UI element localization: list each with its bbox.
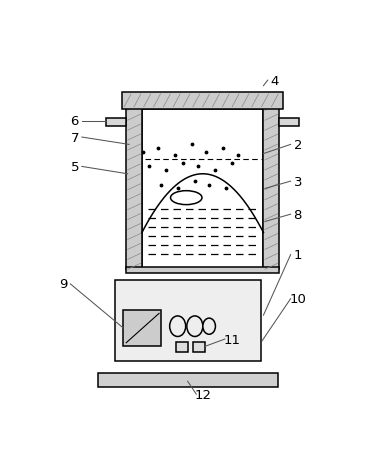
Text: 1: 1 xyxy=(293,248,302,261)
Text: 4: 4 xyxy=(271,74,279,88)
Bar xyxy=(97,373,278,387)
Bar xyxy=(126,268,279,273)
Text: 7: 7 xyxy=(70,131,79,144)
Bar xyxy=(193,342,206,352)
Text: 12: 12 xyxy=(195,388,212,401)
Text: 10: 10 xyxy=(289,293,306,306)
Bar xyxy=(142,109,263,270)
Text: 11: 11 xyxy=(224,333,241,346)
Text: 6: 6 xyxy=(70,115,79,128)
Bar xyxy=(126,101,142,270)
Circle shape xyxy=(203,318,215,335)
Bar xyxy=(122,93,283,109)
Bar xyxy=(176,342,188,352)
Text: 2: 2 xyxy=(293,139,302,151)
Bar xyxy=(115,281,261,361)
Bar xyxy=(263,101,279,270)
Circle shape xyxy=(187,316,203,337)
Ellipse shape xyxy=(170,191,202,205)
Bar xyxy=(123,310,161,347)
Circle shape xyxy=(170,316,186,337)
Bar xyxy=(106,119,126,127)
Text: 9: 9 xyxy=(59,278,68,291)
Bar xyxy=(279,119,299,127)
Text: 5: 5 xyxy=(70,160,79,174)
Text: 8: 8 xyxy=(294,208,302,221)
Text: 3: 3 xyxy=(293,175,302,188)
